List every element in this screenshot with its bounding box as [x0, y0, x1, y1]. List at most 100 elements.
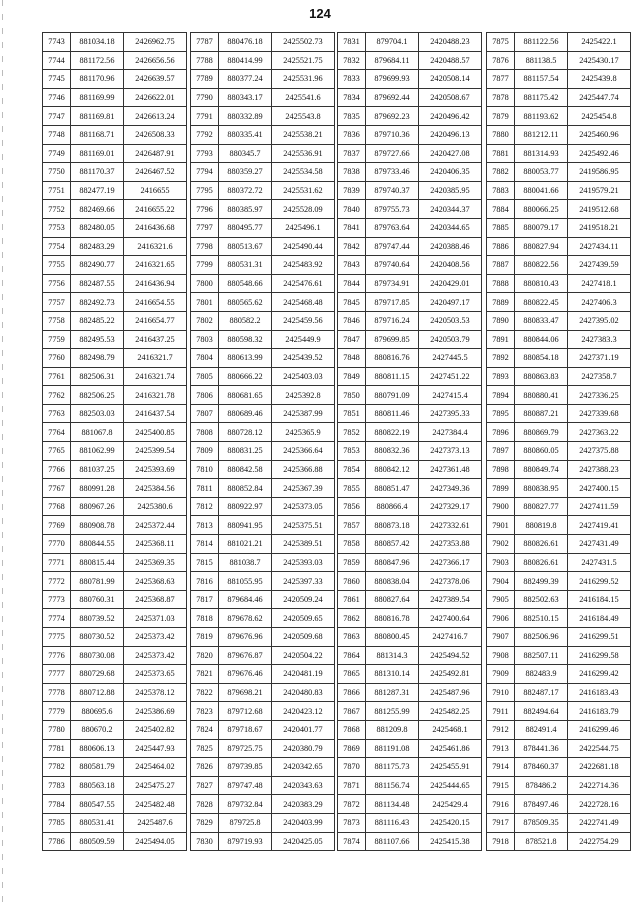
y-coordinate: 2425490.44 [271, 236, 335, 257]
x-coordinate: 881055.95 [218, 571, 272, 591]
point-number: 7747 [42, 106, 71, 126]
x-coordinate: 881168.71 [70, 124, 124, 145]
table-row: 7885 880079.17 2419518.21 [486, 217, 631, 238]
table-row: 7819 879676.96 2420509.68 [190, 627, 335, 647]
table-row: 7769 880908.78 2425372.44 [42, 515, 187, 536]
x-coordinate: 880332.89 [218, 106, 272, 126]
table-row: 7783 880563.18 2425475.27 [42, 775, 187, 796]
x-coordinate: 880922.97 [218, 496, 272, 517]
table-row: 7852 880822.19 2427384.4 [337, 422, 482, 443]
point-number: 7819 [190, 627, 219, 647]
y-coordinate: 2416437.25 [123, 329, 187, 350]
table-row: 7914 878460.37 2422681.18 [486, 757, 631, 777]
point-number: 7835 [337, 106, 366, 126]
x-coordinate: 879678.62 [218, 608, 272, 628]
x-coordinate: 880826.61 [514, 534, 568, 554]
point-number: 7800 [190, 273, 219, 294]
x-coordinate: 882498.79 [70, 348, 124, 368]
x-coordinate: 880476.18 [218, 32, 272, 52]
y-coordinate: 2416184.49 [567, 608, 631, 628]
y-coordinate: 2416436.68 [123, 217, 187, 238]
table-row: 7875 881122.56 2425422.1 [486, 32, 631, 52]
table-row: 7836 879710.36 2420496.13 [337, 124, 482, 145]
point-number: 7843 [337, 255, 366, 275]
table-row: 7786 880509.59 2425494.05 [42, 831, 187, 852]
point-number: 7858 [337, 534, 366, 554]
point-number: 7765 [42, 441, 71, 461]
x-coordinate: 880816.78 [365, 608, 419, 628]
y-coordinate: 2425439.8 [567, 69, 631, 89]
x-coordinate: 880822.45 [514, 292, 568, 312]
point-number: 7884 [486, 199, 515, 219]
y-coordinate: 2425468.48 [271, 292, 335, 312]
table-row: 7870 881175.73 2425455.91 [337, 757, 482, 777]
table-row: 7753 882480.05 2416436.68 [42, 217, 187, 238]
point-number: 7876 [486, 50, 515, 71]
table-row: 7809 880831.25 2425366.64 [190, 441, 335, 461]
table-row: 7794 880359.27 2425534.58 [190, 162, 335, 182]
y-coordinate: 2425439.52 [271, 348, 335, 368]
point-number: 7894 [486, 385, 515, 405]
point-number: 7883 [486, 180, 515, 201]
x-coordinate: 880385.97 [218, 199, 272, 219]
point-number: 7795 [190, 180, 219, 201]
point-number: 7878 [486, 87, 515, 108]
y-coordinate: 2420508.14 [418, 69, 482, 89]
x-coordinate: 882510.15 [514, 608, 568, 628]
y-coordinate: 2425373.42 [123, 645, 187, 666]
y-coordinate: 2420401.77 [271, 719, 335, 740]
y-coordinate: 2420388.46 [418, 236, 482, 257]
x-coordinate: 880887.21 [514, 403, 568, 424]
y-coordinate: 2420423.12 [271, 701, 335, 721]
y-coordinate: 2420480.83 [271, 682, 335, 703]
y-coordinate: 2427329.17 [418, 496, 482, 517]
point-number: 7918 [486, 831, 515, 852]
y-coordinate: 2422754.29 [567, 831, 631, 852]
point-number: 7909 [486, 664, 515, 684]
y-coordinate: 2425468.1 [418, 719, 482, 740]
x-coordinate: 882491.4 [514, 719, 568, 740]
point-number: 7879 [486, 106, 515, 126]
table-row: 7832 879684.11 2420488.57 [337, 50, 482, 71]
y-coordinate: 2427388.23 [567, 459, 631, 480]
y-coordinate: 2420488.23 [418, 32, 482, 52]
x-coordinate: 882506.31 [70, 366, 124, 387]
x-coordinate: 880066.25 [514, 199, 568, 219]
point-number: 7783 [42, 775, 71, 796]
y-coordinate: 2425528.09 [271, 199, 335, 219]
point-number: 7815 [190, 552, 219, 573]
x-coordinate: 880695.6 [70, 701, 124, 721]
point-number: 7791 [190, 106, 219, 126]
point-number: 7833 [337, 69, 366, 89]
table-row: 7882 880053.77 2419586.95 [486, 162, 631, 182]
table-row: 7868 881209.8 2425468.1 [337, 719, 482, 740]
table-row: 7858 880857.42 2427353.88 [337, 534, 482, 554]
y-coordinate: 2425397.33 [271, 571, 335, 591]
point-number: 7844 [337, 273, 366, 294]
table-row: 7797 880495.77 2425496.1 [190, 217, 335, 238]
y-coordinate: 2425494.05 [123, 831, 187, 852]
table-row: 7826 879739.85 2420342.65 [190, 757, 335, 777]
table-row: 7774 880739.52 2425371.03 [42, 608, 187, 628]
table-row: 7822 879698.21 2420480.83 [190, 682, 335, 703]
y-coordinate: 2416321.65 [123, 255, 187, 275]
point-number: 7757 [42, 292, 71, 312]
x-coordinate: 880842.58 [218, 459, 272, 480]
table-row: 7755 882490.77 2416321.65 [42, 255, 187, 275]
coordinate-table-1: 7743 881034.18 2426962.75 7744 881172.56 2426… [42, 32, 187, 852]
table-row: 7872 881134.48 2425429.4 [337, 794, 482, 814]
table-row: 7763 882503.03 2416437.54 [42, 403, 187, 424]
table-row: 7748 881168.71 2426508.33 [42, 124, 187, 145]
x-coordinate: 880908.78 [70, 515, 124, 536]
point-number: 7771 [42, 552, 71, 573]
table-row: 7843 879740.64 2420408.56 [337, 255, 482, 275]
point-number: 7823 [190, 701, 219, 721]
x-coordinate: 882507.11 [514, 645, 568, 666]
x-coordinate: 879716.24 [365, 310, 419, 331]
point-number: 7834 [337, 87, 366, 108]
point-number: 7793 [190, 143, 219, 164]
table-row: 7762 882506.25 2416321.78 [42, 385, 187, 405]
y-coordinate: 2427434.11 [567, 236, 631, 257]
y-coordinate: 2427336.25 [567, 385, 631, 405]
table-row: 7788 880414.99 2425521.75 [190, 50, 335, 71]
